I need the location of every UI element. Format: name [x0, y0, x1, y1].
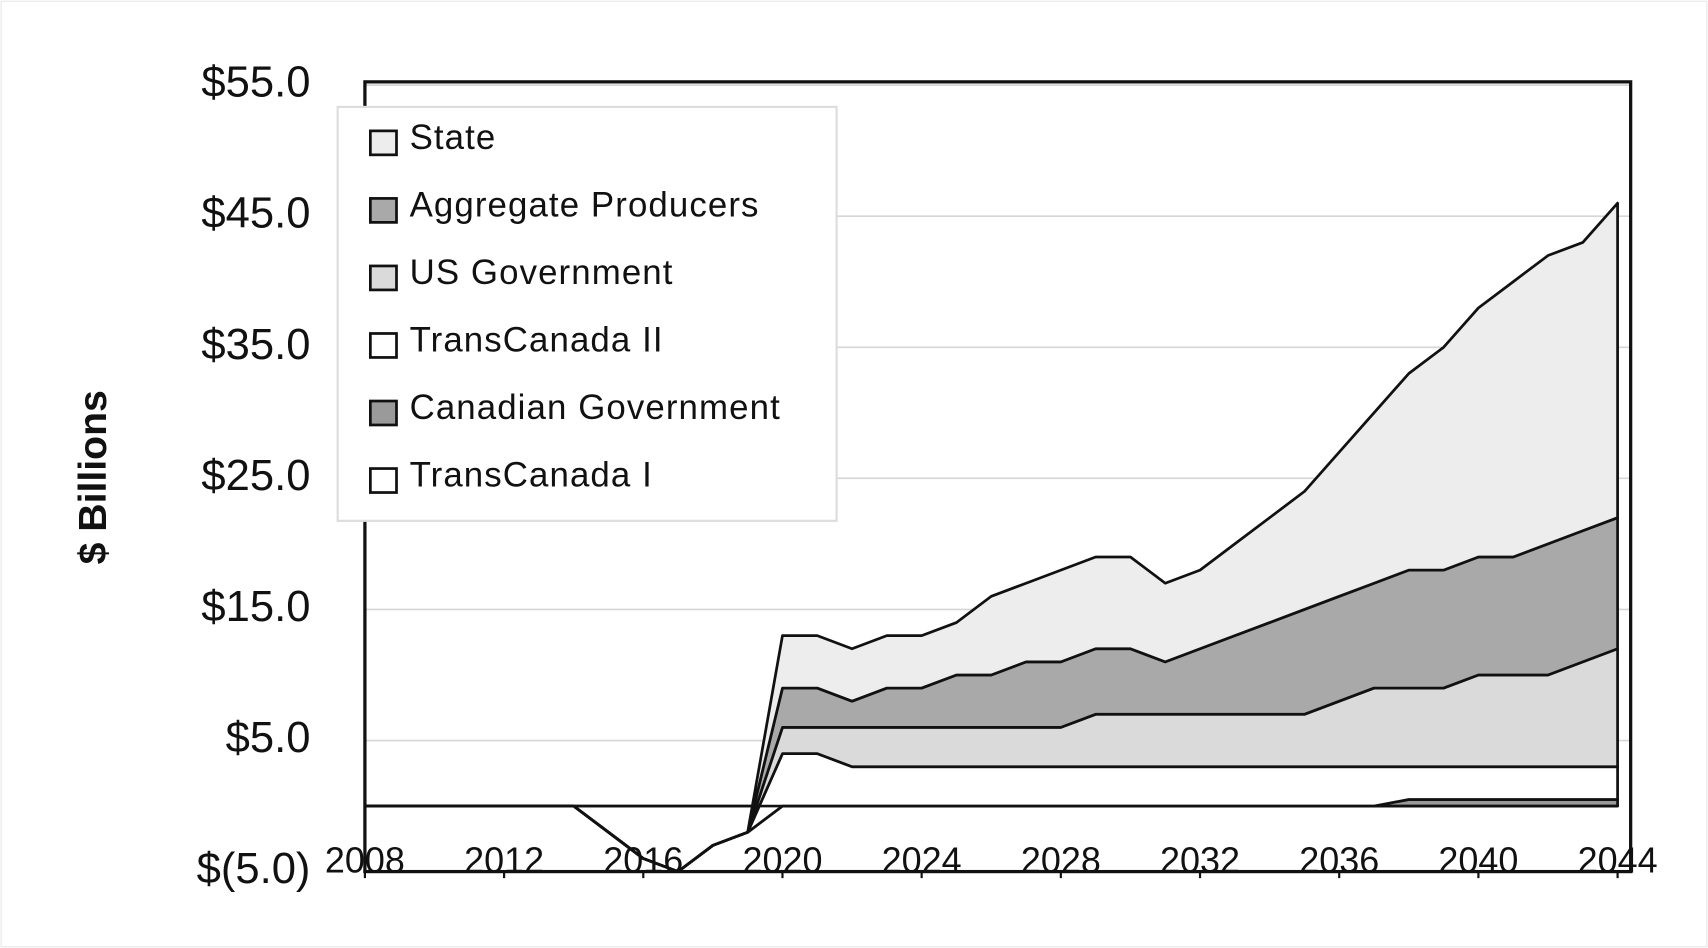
- legend-swatch: [368, 332, 398, 359]
- x-tick-label: 2024: [882, 839, 962, 880]
- ticks: $(5.0) $5.0 $15.0 $25.0 $35.0 $45.0 $55.0 2008 2…: [197, 59, 1658, 893]
- legend-label: TransCanada I: [410, 455, 653, 494]
- area: [363, 201, 1619, 873]
- areas: [363, 201, 1619, 873]
- x-tick-label: 2012: [464, 839, 544, 880]
- legend-label: TransCanada II: [410, 320, 664, 359]
- legend-label: Canadian Government: [410, 388, 781, 427]
- legend: State Aggregate Producers US Government Tra…: [368, 118, 781, 494]
- y-axis-label: $ Billions: [72, 390, 115, 564]
- y-tick-label: $25.0: [201, 452, 310, 500]
- y-tick-label: $15.0: [201, 583, 310, 631]
- y-tick-label: $5.0: [226, 714, 311, 762]
- y-tick-label: $45.0: [201, 190, 310, 238]
- legend-swatch: [368, 197, 398, 224]
- y-tick-label: $55.0: [201, 59, 310, 107]
- x-tick-label: 2008: [325, 839, 405, 880]
- legend-label: Aggregate Producers: [410, 185, 760, 224]
- x-tick-label: 2032: [1160, 839, 1240, 880]
- x-tick-label: 2044: [1578, 839, 1658, 880]
- x-tick-label: 2040: [1438, 839, 1518, 880]
- y-tick-label: $35.0: [201, 321, 310, 369]
- y-tick-label: $(5.0): [197, 845, 311, 893]
- legend-swatch: [368, 129, 398, 157]
- legend-swatch: [368, 399, 398, 427]
- x-tick-label: 2020: [742, 839, 822, 880]
- legend-label: US Government: [410, 253, 674, 292]
- legend-box: [336, 105, 838, 522]
- x-tick-label: 2028: [1021, 839, 1101, 880]
- x-tick-label: 2016: [603, 839, 683, 880]
- x-tick-label: 2036: [1299, 839, 1379, 880]
- legend-swatch: [368, 264, 398, 292]
- legend-label: State: [410, 118, 497, 157]
- legend-swatch: [368, 467, 398, 494]
